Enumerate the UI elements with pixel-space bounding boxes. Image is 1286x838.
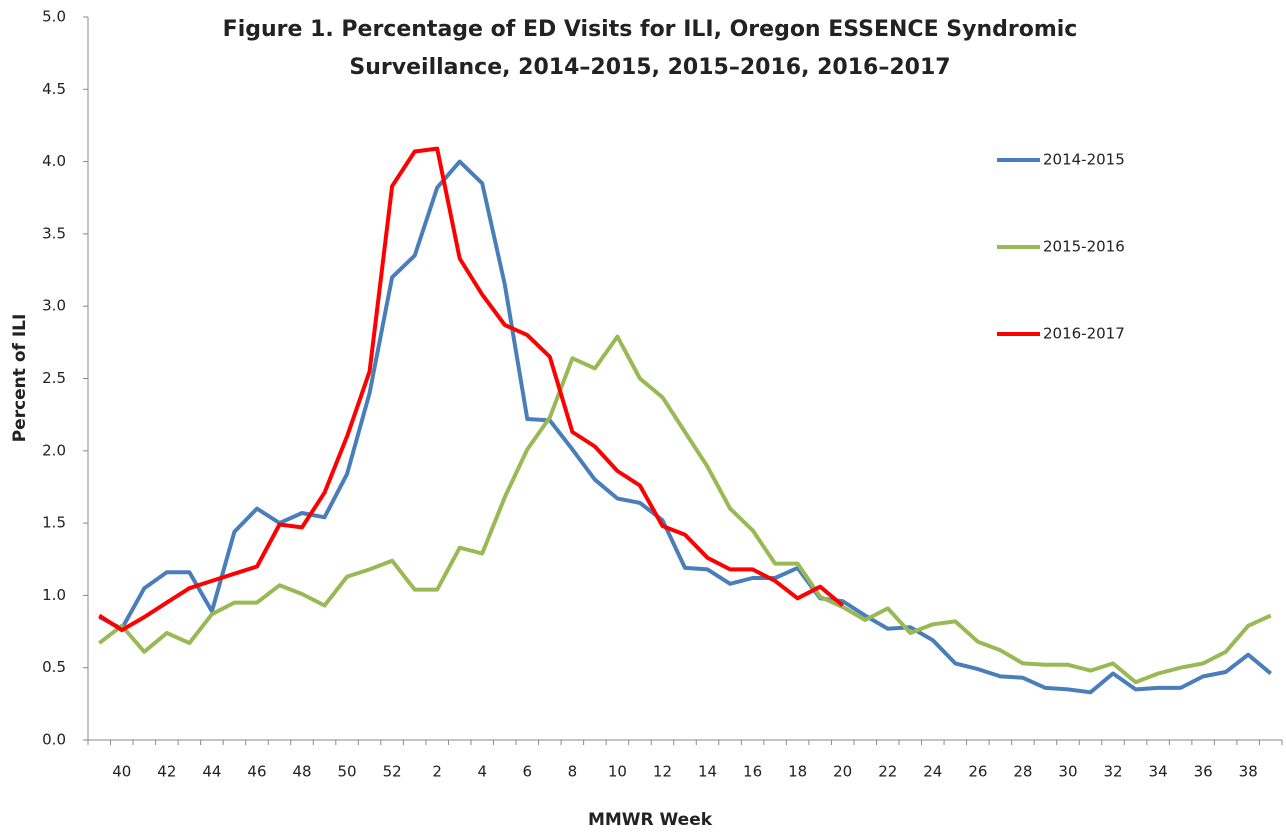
x-axis-title: MMWR Week bbox=[588, 810, 713, 830]
x-tick-label: 2 bbox=[432, 763, 442, 781]
x-tick-label: 52 bbox=[383, 763, 402, 781]
y-tick-label: 3.5 bbox=[42, 224, 66, 242]
y-tick-label: 2.0 bbox=[42, 441, 66, 459]
x-tick-label: 50 bbox=[338, 763, 357, 781]
y-axis-title: Percent of ILI bbox=[10, 314, 30, 443]
y-tick-label: 1.0 bbox=[42, 586, 66, 604]
x-tick-label: 32 bbox=[1103, 763, 1122, 781]
x-tick-label: 12 bbox=[653, 763, 672, 781]
series-line bbox=[98, 334, 1272, 685]
chart-title: Surveillance, 2014–2015, 2015–2016, 2016… bbox=[349, 55, 950, 80]
x-tick-label: 10 bbox=[608, 763, 627, 781]
legend-label: 2015-2016 bbox=[1043, 238, 1125, 256]
legend-label: 2014-2015 bbox=[1043, 151, 1125, 169]
y-tick-label: 1.5 bbox=[42, 514, 66, 532]
chart-title: Figure 1. Percentage of ED Visits for IL… bbox=[223, 17, 1078, 42]
x-tick-label: 36 bbox=[1194, 763, 1213, 781]
x-tick-label: 40 bbox=[112, 763, 131, 781]
x-tick-label: 6 bbox=[523, 763, 533, 781]
x-tick-label: 16 bbox=[743, 763, 762, 781]
x-tick-label: 4 bbox=[477, 763, 487, 781]
x-tick-label: 48 bbox=[292, 763, 311, 781]
x-tick-label: 22 bbox=[878, 763, 897, 781]
y-tick-label: 4.0 bbox=[42, 152, 66, 170]
y-tick-label: 4.5 bbox=[42, 80, 66, 98]
y-tick-label: 0.0 bbox=[42, 731, 66, 749]
y-tick-label: 5.0 bbox=[42, 8, 66, 26]
x-tick-label: 26 bbox=[968, 763, 987, 781]
x-tick-label: 28 bbox=[1013, 763, 1032, 781]
x-tick-label: 20 bbox=[833, 763, 852, 781]
x-tick-label: 34 bbox=[1149, 763, 1168, 781]
legend-label: 2016-2017 bbox=[1043, 325, 1125, 343]
x-tick-label: 24 bbox=[923, 763, 942, 781]
y-tick-label: 2.5 bbox=[42, 369, 66, 387]
x-tick-label: 42 bbox=[157, 763, 176, 781]
x-tick-label: 44 bbox=[202, 763, 221, 781]
series-line bbox=[98, 159, 1272, 695]
series-line bbox=[98, 146, 844, 633]
y-tick-label: 3.0 bbox=[42, 297, 66, 315]
x-tick-label: 38 bbox=[1239, 763, 1258, 781]
x-tick-label: 30 bbox=[1058, 763, 1077, 781]
x-tick-label: 18 bbox=[788, 763, 807, 781]
x-tick-label: 46 bbox=[247, 763, 266, 781]
x-tick-label: 8 bbox=[568, 763, 578, 781]
y-tick-label: 0.5 bbox=[42, 658, 66, 676]
x-tick-label: 14 bbox=[698, 763, 717, 781]
